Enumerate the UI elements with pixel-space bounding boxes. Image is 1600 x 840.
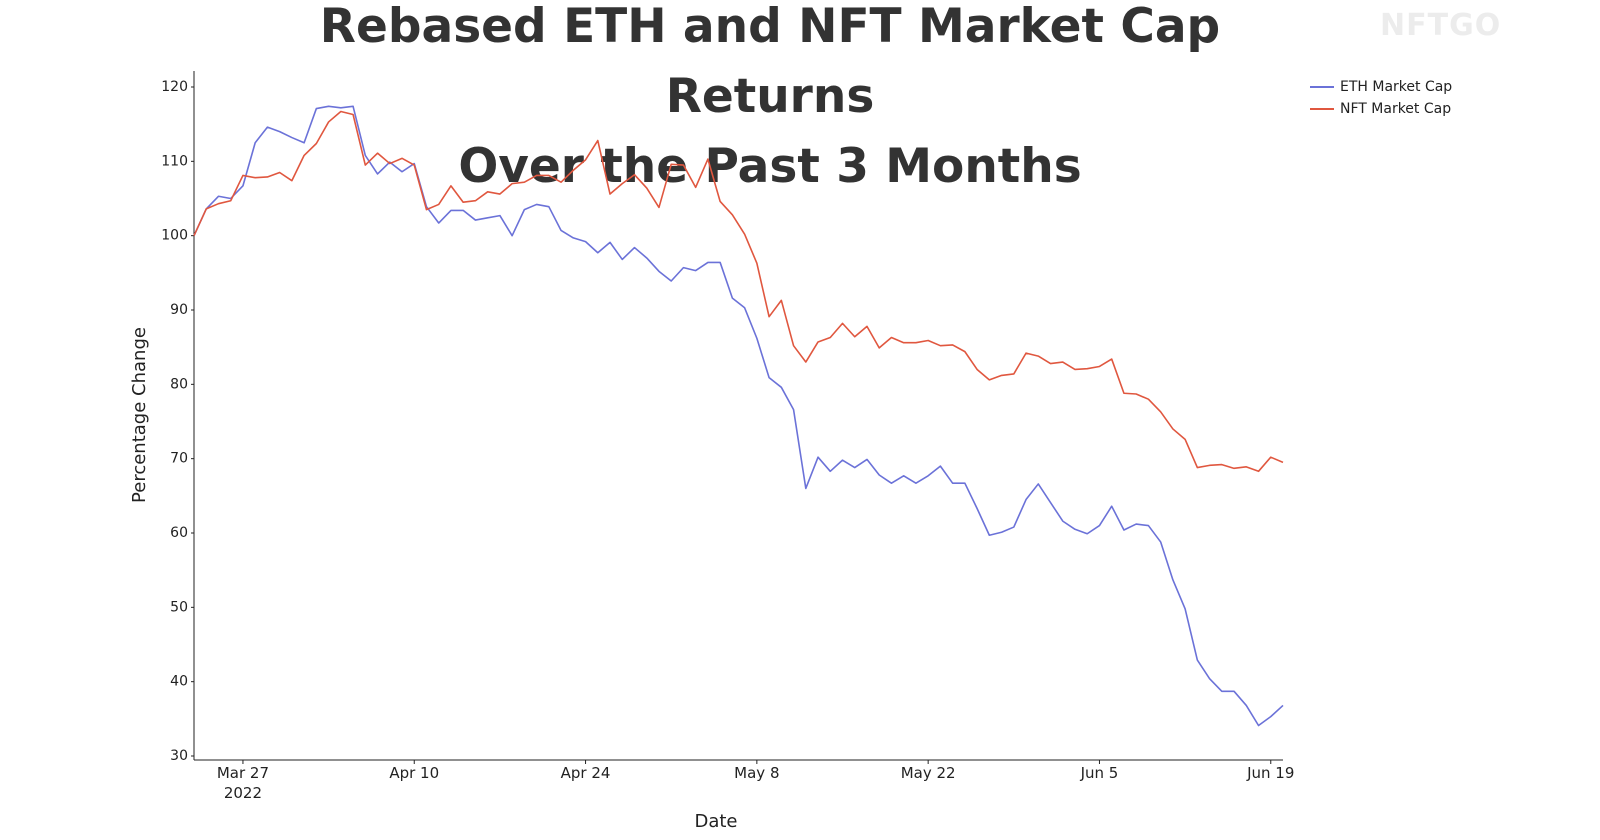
x-tick-label: Jun 5 (1080, 764, 1119, 782)
y-tick-label: 110 (161, 153, 188, 169)
x-axis-label: Date (694, 811, 737, 832)
y-tick-label: 60 (170, 525, 188, 541)
x-tick-label: Jun 19 (1247, 764, 1295, 782)
chart-title: Rebased ETH and NFT Market Cap Returns O… (319, 0, 1221, 194)
y-tick-label: 70 (170, 451, 188, 467)
watermark: NFTGO (1380, 8, 1502, 43)
y-tick-label: 100 (161, 228, 188, 244)
y-tick-label: 80 (170, 376, 188, 392)
y-tick-label: 120 (161, 79, 188, 95)
data-line (193, 105, 1284, 727)
x-tick-label: May 8 (734, 764, 780, 782)
y-axis-label: Percentage Change (129, 327, 150, 503)
data-line (193, 110, 1284, 473)
y-tick-label: 30 (170, 748, 188, 764)
x-tick-label: May 22 (900, 764, 956, 782)
legend-label: NFT Market Cap (1340, 101, 1451, 117)
y-tick-label: 40 (170, 674, 188, 690)
x-tick-label: Mar 27 2022 (216, 764, 270, 802)
x-tick-label: Apr 24 (560, 764, 611, 782)
y-tick-label: 90 (170, 302, 188, 318)
legend-label: ETH Market Cap (1340, 79, 1452, 95)
y-tick-label: 50 (170, 599, 188, 615)
x-tick-label: Apr 10 (389, 764, 440, 782)
